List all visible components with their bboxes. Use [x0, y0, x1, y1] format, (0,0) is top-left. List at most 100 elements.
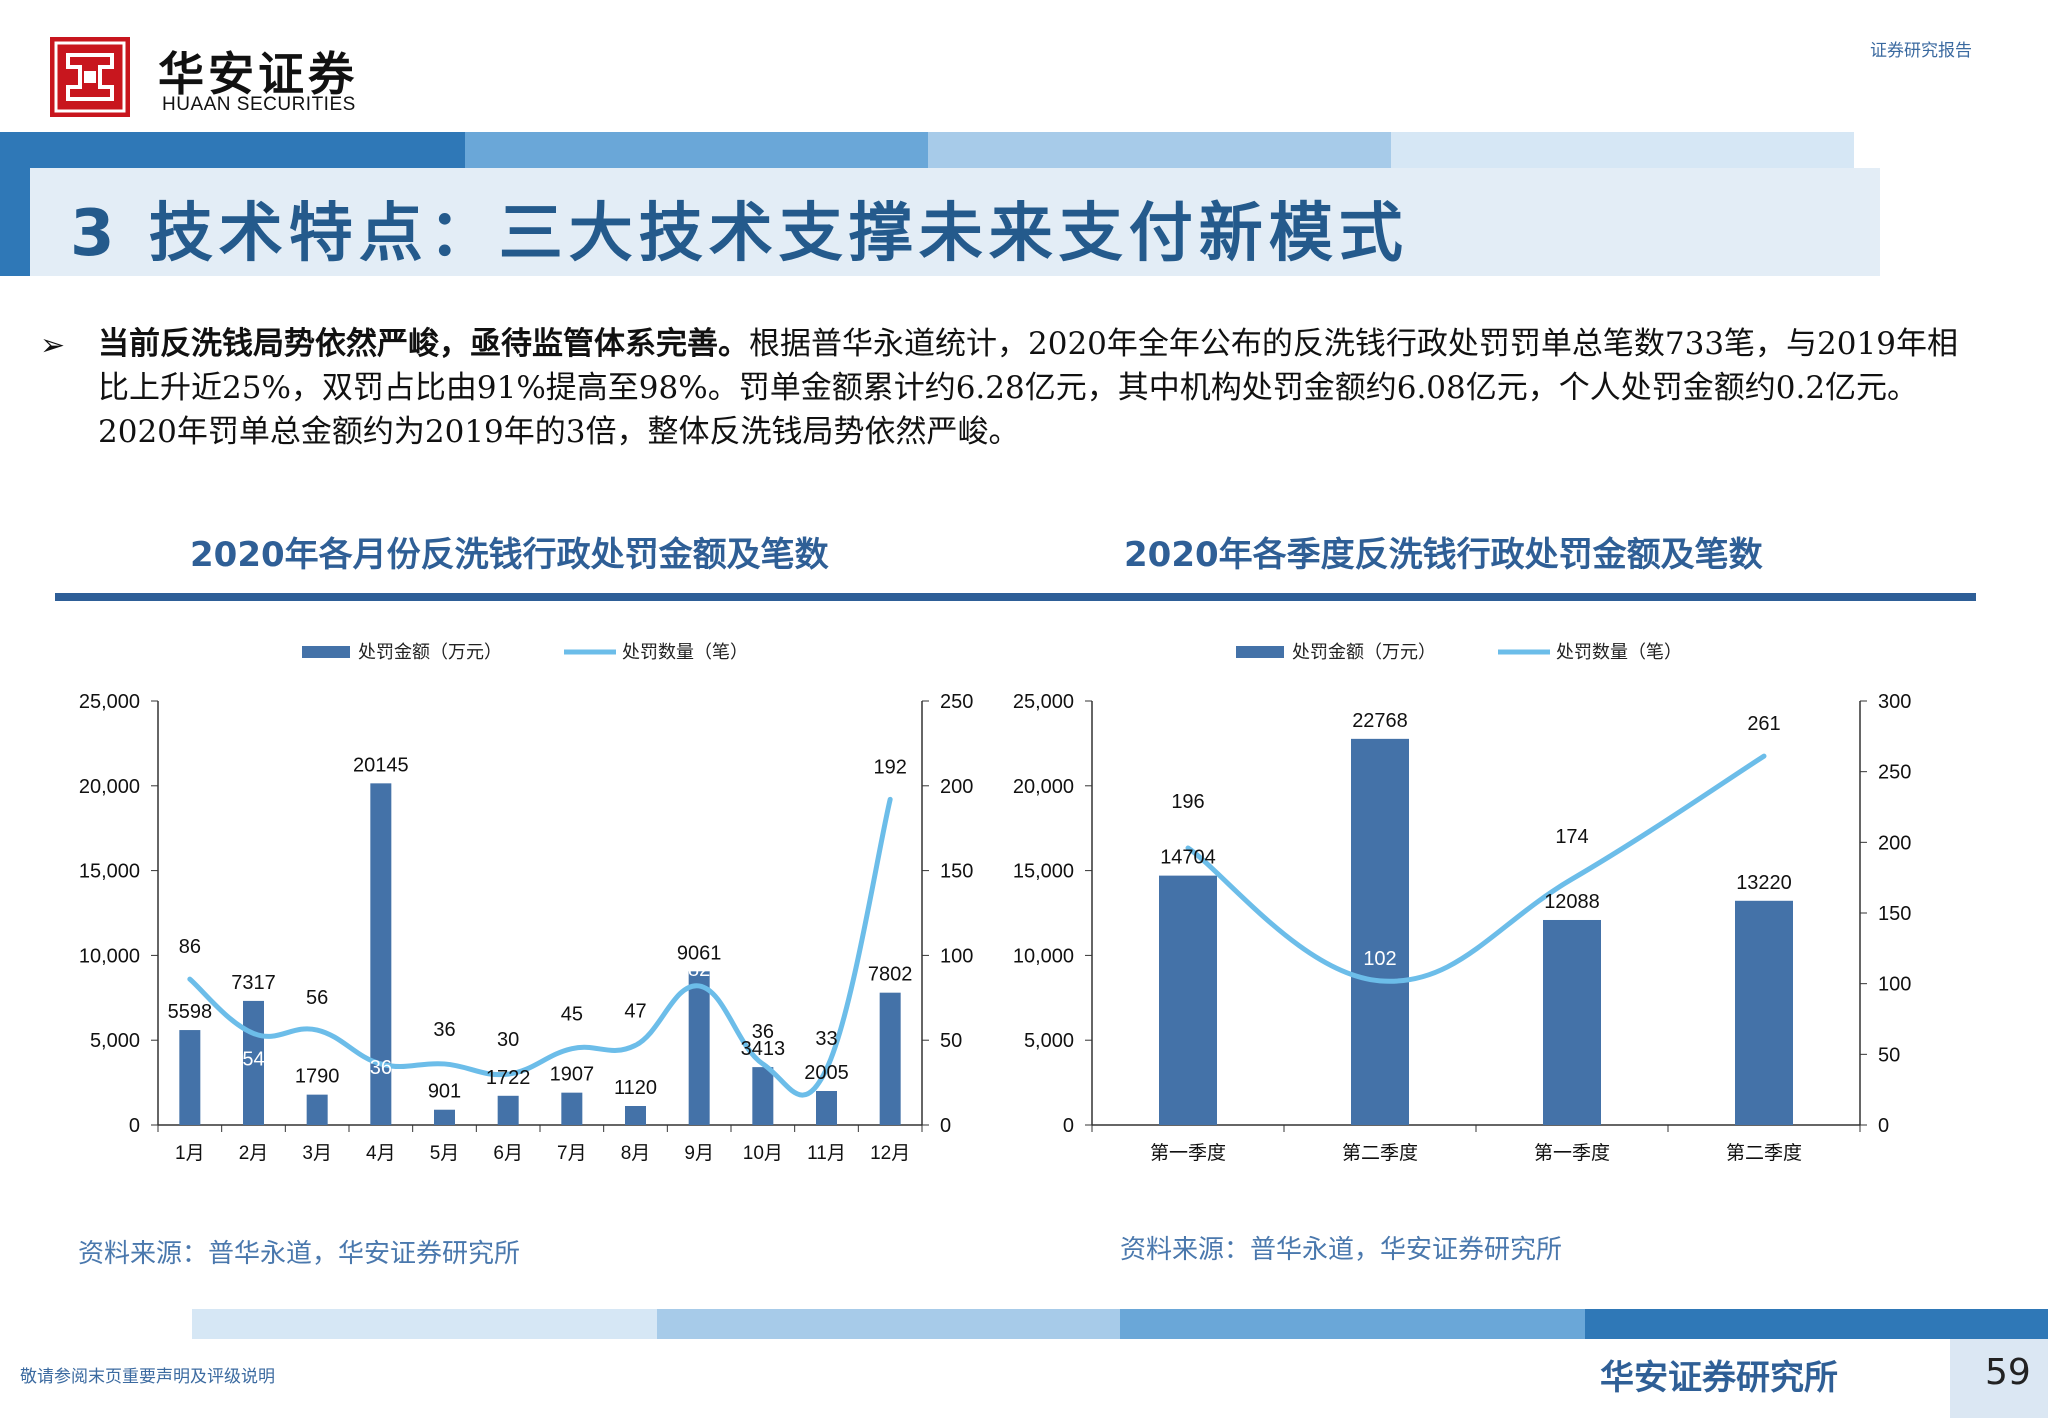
- y-left-tick-label: 10,000: [1013, 945, 1074, 967]
- logo-text-en: HUAAN SECURITIES: [162, 94, 356, 115]
- y-right-tick-label: 150: [1878, 903, 1911, 925]
- legend-bar-swatch: [302, 646, 350, 658]
- line-data-label: 30: [497, 1029, 519, 1051]
- bar: [1543, 919, 1601, 1125]
- bar-data-label: 20145: [353, 754, 409, 776]
- x-tick-label: 第二季度: [1726, 1142, 1802, 1164]
- y-right-tick-label: 250: [940, 691, 973, 713]
- x-tick-label: 2月: [239, 1143, 269, 1164]
- line-data-label: 36: [370, 1057, 392, 1079]
- footer-band-3: [1120, 1309, 1585, 1339]
- footer-band-2: [657, 1309, 1120, 1339]
- chart-title-quarterly: 2020年各季度反洗钱行政处罚金额及笔数: [1124, 535, 1763, 575]
- x-tick-label: 7月: [557, 1143, 587, 1164]
- bar: [370, 783, 392, 1125]
- y-left-tick-label: 0: [1063, 1115, 1074, 1137]
- line-data-label: 192: [873, 756, 906, 778]
- bar-data-label: 14704: [1160, 847, 1216, 869]
- x-tick-label: 6月: [493, 1143, 523, 1164]
- line-data-label: 56: [306, 987, 328, 1009]
- page-title: 3 技术特点：三大技术支撑未来支付新模式: [70, 197, 1409, 271]
- bar-data-label: 13220: [1736, 872, 1792, 894]
- x-tick-label: 8月: [621, 1143, 651, 1164]
- line-data-label: 174: [1555, 826, 1588, 848]
- bar: [625, 1106, 646, 1125]
- bar: [1159, 875, 1217, 1125]
- line-data-label: 82: [688, 959, 710, 981]
- y-left-tick-label: 25,000: [79, 691, 140, 713]
- bar: [879, 992, 901, 1125]
- bar-data-label: 12088: [1544, 891, 1600, 913]
- line-data-label: 261: [1747, 713, 1780, 735]
- legend-bar-label: 处罚金额（万元）: [358, 642, 502, 662]
- bar-data-label: 1790: [295, 1066, 340, 1088]
- bar: [179, 1030, 201, 1125]
- body-paragraph: 当前反洗钱局势依然严峻，亟待监管体系完善。根据普华永道统计，2020年全年公布的…: [98, 322, 1978, 454]
- footer-band-1: [192, 1309, 657, 1339]
- y-left-tick-label: 25,000: [1013, 691, 1074, 713]
- bar-data-label: 2005: [804, 1062, 849, 1084]
- series-line: [1185, 753, 1767, 984]
- banner-band-2: [465, 132, 928, 168]
- bar: [561, 1092, 583, 1125]
- y-left-tick-label: 15,000: [79, 861, 140, 883]
- x-tick-label: 第二季度: [1342, 1142, 1418, 1164]
- line-data-label: 36: [433, 1019, 455, 1041]
- quarterly-chart: 处罚金额（万元） 处罚数量（笔） 0 5,000 10,000 15,000 20,000 2…: [1013, 642, 1912, 1164]
- paragraph-text: 根据普华永道统计，2020年全年公布的反洗钱行政处罚罚单总笔数733笔，与201…: [98, 326, 1958, 450]
- banner-left-edge: [0, 168, 30, 276]
- source-left: 资料来源：普华永道，华安证券研究所: [78, 1239, 521, 1269]
- footer-band-4: [1585, 1309, 2048, 1339]
- y-left-tick-label: 20,000: [79, 776, 140, 798]
- bar: [1735, 900, 1793, 1125]
- footer-brand: 华安证券研究所: [1600, 1358, 1838, 1398]
- page-number-box: [1950, 1339, 2048, 1418]
- banner-band-4: [1391, 132, 1854, 168]
- x-tick-label: 4月: [366, 1143, 396, 1164]
- disclaimer-text: 敬请参阅末页重要声明及评级说明: [20, 1367, 275, 1387]
- x-tick-label: 12月: [870, 1143, 910, 1164]
- legend-line-label: 处罚数量（笔）: [622, 642, 748, 662]
- chart-divider: [55, 593, 1976, 601]
- y-left-tick-label: 5,000: [90, 1030, 140, 1052]
- x-tick-label: 9月: [684, 1143, 714, 1164]
- y-right-tick-label: 300: [1878, 691, 1911, 713]
- bar: [752, 1067, 774, 1125]
- bar-data-label: 901: [428, 1081, 461, 1103]
- logo-text-cn: 华安证券: [158, 47, 358, 101]
- report-type-label: 证券研究报告: [1870, 41, 1972, 61]
- line-data-label: 86: [179, 936, 201, 958]
- y-left-tick-label: 10,000: [79, 945, 140, 967]
- bar-data-label: 9061: [677, 942, 722, 964]
- bar-data-label: 22768: [1352, 710, 1408, 732]
- x-tick-label: 第一季度: [1150, 1142, 1226, 1164]
- legend-line-label: 处罚数量（笔）: [1556, 642, 1682, 662]
- series-line: [187, 796, 893, 1098]
- bar-data-label: 1722: [486, 1067, 531, 1089]
- chart-title-monthly: 2020年各月份反洗钱行政处罚金额及笔数: [190, 535, 829, 575]
- y-left-tick-label: 5,000: [1024, 1030, 1074, 1052]
- x-tick-label: 5月: [430, 1143, 460, 1164]
- bar: [688, 971, 710, 1125]
- legend-bar-label: 处罚金额（万元）: [1292, 642, 1436, 662]
- y-left-tick-label: 0: [129, 1115, 140, 1137]
- bar: [1351, 738, 1409, 1125]
- bullet-arrow-icon: ➢: [40, 328, 66, 363]
- bar-data-label: 7317: [231, 972, 276, 994]
- y-right-tick-label: 150: [940, 861, 973, 883]
- title-box: [30, 168, 1880, 276]
- bar-data-label: 5598: [168, 1001, 213, 1023]
- bar: [306, 1094, 328, 1125]
- legend-bar-swatch: [1236, 646, 1284, 658]
- y-right-tick-label: 0: [1878, 1115, 1889, 1137]
- bar: [497, 1095, 519, 1125]
- line-data-label: 54: [242, 1048, 264, 1070]
- y-right-tick-label: 200: [940, 776, 973, 798]
- x-tick-label: 1月: [175, 1143, 205, 1164]
- page-number: 59: [1985, 1352, 2031, 1393]
- x-tick-label: 11月: [807, 1143, 846, 1164]
- line-data-label: 47: [624, 1000, 646, 1022]
- y-right-tick-label: 200: [1878, 832, 1911, 854]
- y-left-tick-label: 15,000: [1013, 861, 1074, 883]
- bar-data-label: 1907: [550, 1064, 595, 1086]
